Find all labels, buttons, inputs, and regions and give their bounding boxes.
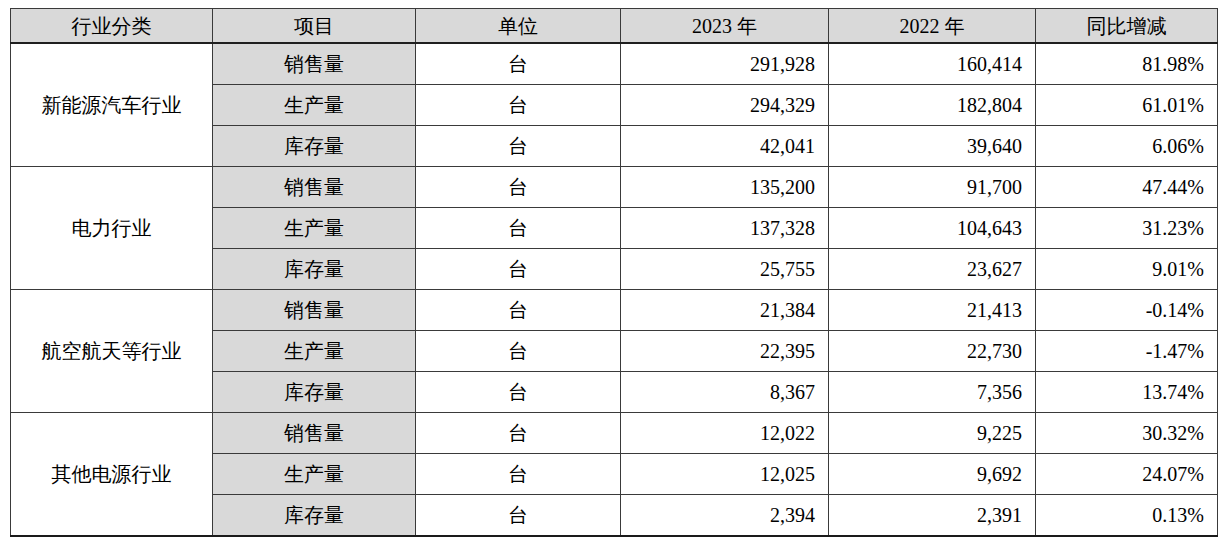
item-cell: 销售量: [213, 290, 416, 331]
unit-cell: 台: [416, 249, 621, 290]
item-cell: 库存量: [213, 372, 416, 413]
value-2022-cell: 2,391: [829, 495, 1036, 537]
unit-cell: 台: [416, 454, 621, 495]
value-2022-cell: 7,356: [829, 372, 1036, 413]
value-2022-cell: 182,804: [829, 85, 1036, 126]
yoy-cell: 0.13%: [1036, 495, 1218, 537]
value-2023-cell: 8,367: [621, 372, 829, 413]
value-2022-cell: 91,700: [829, 167, 1036, 208]
unit-cell: 台: [416, 372, 621, 413]
yoy-cell: 31.23%: [1036, 208, 1218, 249]
yoy-cell: 13.74%: [1036, 372, 1218, 413]
table-header-row: 行业分类 项目 单位 2023 年 2022 年 同比增减: [11, 9, 1218, 44]
value-2023-cell: 12,022: [621, 413, 829, 454]
value-2023-cell: 135,200: [621, 167, 829, 208]
yoy-cell: 9.01%: [1036, 249, 1218, 290]
yoy-cell: 61.01%: [1036, 85, 1218, 126]
value-2023-cell: 22,395: [621, 331, 829, 372]
item-cell: 生产量: [213, 208, 416, 249]
yoy-cell: 47.44%: [1036, 167, 1218, 208]
header-cell-item: 项目: [213, 9, 416, 44]
yoy-cell: -0.14%: [1036, 290, 1218, 331]
header-cell-2022: 2022 年: [829, 9, 1036, 44]
header-cell-2023: 2023 年: [621, 9, 829, 44]
value-2022-cell: 21,413: [829, 290, 1036, 331]
yoy-cell: 81.98%: [1036, 43, 1218, 85]
value-2023-cell: 137,328: [621, 208, 829, 249]
value-2022-cell: 104,643: [829, 208, 1036, 249]
yoy-cell: 30.32%: [1036, 413, 1218, 454]
item-cell: 销售量: [213, 167, 416, 208]
yoy-cell: -1.47%: [1036, 331, 1218, 372]
unit-cell: 台: [416, 126, 621, 167]
value-2022-cell: 160,414: [829, 43, 1036, 85]
unit-cell: 台: [416, 208, 621, 249]
industry-cell: 电力行业: [11, 167, 213, 290]
value-2022-cell: 23,627: [829, 249, 1036, 290]
value-2022-cell: 39,640: [829, 126, 1036, 167]
industry-cell: 新能源汽车行业: [11, 43, 213, 167]
table-row: 航空航天等行业 销售量 台 21,384 21,413 -0.14%: [11, 290, 1218, 331]
unit-cell: 台: [416, 331, 621, 372]
header-cell-unit: 单位: [416, 9, 621, 44]
yoy-cell: 24.07%: [1036, 454, 1218, 495]
value-2023-cell: 12,025: [621, 454, 829, 495]
unit-cell: 台: [416, 43, 621, 85]
industry-production-sales-table: 行业分类 项目 单位 2023 年 2022 年 同比增减 新能源汽车行业 销售…: [10, 8, 1218, 537]
item-cell: 生产量: [213, 454, 416, 495]
unit-cell: 台: [416, 290, 621, 331]
value-2022-cell: 9,692: [829, 454, 1036, 495]
value-2023-cell: 25,755: [621, 249, 829, 290]
item-cell: 销售量: [213, 413, 416, 454]
table-row: 新能源汽车行业 销售量 台 291,928 160,414 81.98%: [11, 43, 1218, 85]
item-cell: 生产量: [213, 331, 416, 372]
value-2022-cell: 9,225: [829, 413, 1036, 454]
unit-cell: 台: [416, 495, 621, 537]
value-2023-cell: 294,329: [621, 85, 829, 126]
table-row: 其他电源行业 销售量 台 12,022 9,225 30.32%: [11, 413, 1218, 454]
industry-cell: 其他电源行业: [11, 413, 213, 537]
header-cell-yoy: 同比增减: [1036, 9, 1218, 44]
item-cell: 销售量: [213, 43, 416, 85]
unit-cell: 台: [416, 413, 621, 454]
unit-cell: 台: [416, 85, 621, 126]
value-2023-cell: 21,384: [621, 290, 829, 331]
item-cell: 库存量: [213, 495, 416, 537]
value-2023-cell: 291,928: [621, 43, 829, 85]
industry-cell: 航空航天等行业: [11, 290, 213, 413]
header-cell-industry: 行业分类: [11, 9, 213, 44]
value-2022-cell: 22,730: [829, 331, 1036, 372]
item-cell: 库存量: [213, 249, 416, 290]
value-2023-cell: 2,394: [621, 495, 829, 537]
value-2023-cell: 42,041: [621, 126, 829, 167]
table-row: 电力行业 销售量 台 135,200 91,700 47.44%: [11, 167, 1218, 208]
item-cell: 库存量: [213, 126, 416, 167]
unit-cell: 台: [416, 167, 621, 208]
item-cell: 生产量: [213, 85, 416, 126]
yoy-cell: 6.06%: [1036, 126, 1218, 167]
